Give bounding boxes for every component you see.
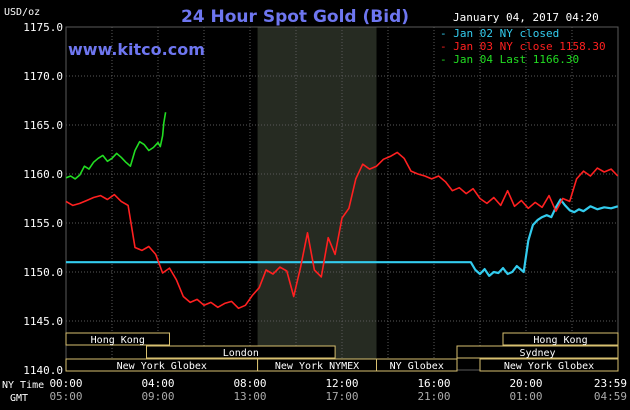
site-watermark: www.kitco.com	[68, 40, 205, 59]
x-axis-gmt-label: GMT	[10, 393, 28, 404]
session-box	[502, 332, 619, 346]
y-axis-tick-labels: 1140.0 1145.0 1150.0 1155.0 1160.0 1165.0 1170…	[23, 21, 63, 377]
legend-entry: - Jan 04 Last 1166.30	[440, 53, 579, 66]
x-tick-label-ny: 20:00	[509, 377, 542, 390]
session-label: Hong Kong	[91, 335, 145, 346]
series-line-1	[66, 198, 619, 277]
y-tick-label: 1160.0	[23, 168, 63, 181]
y-tick-label: 1165.0	[23, 119, 63, 132]
timestamp: January 04, 2017 04:20	[453, 11, 599, 24]
x-tick-label-gmt: 21:00	[417, 390, 450, 403]
session-box	[456, 345, 619, 359]
session-label: London	[223, 348, 259, 359]
x-tick-label-ny: 12:00	[325, 377, 358, 390]
series-lines	[65, 112, 619, 310]
session-label: Hong Kong	[533, 335, 587, 346]
x-tick-label-ny: 04:00	[141, 377, 174, 390]
legend-entry: - Jan 03 NY close 1158.30	[440, 40, 606, 53]
chart-title: 24 Hour Spot Gold (Bid)	[181, 7, 409, 27]
x-tick-label-gmt: 17:00	[325, 390, 358, 403]
x-tick-label-gmt: 04:59	[594, 390, 627, 403]
x-tick-label-gmt: 05:00	[49, 390, 82, 403]
y-tick-label: 1175.0	[23, 21, 63, 34]
session-box	[65, 332, 170, 346]
session-label: New York NYMEX	[275, 361, 359, 372]
legend-entry: - Jan 02 NY closed	[440, 27, 559, 40]
x-tick-label-gmt: 01:00	[509, 390, 542, 403]
session-box	[146, 345, 336, 359]
x-tick-label-gmt: 13:00	[233, 390, 266, 403]
x-tick-label-ny: 00:00	[49, 377, 82, 390]
x-axis-ny-label: NY Time	[2, 380, 44, 391]
y-tick-label: 1150.0	[23, 266, 63, 279]
unit-label: USD/oz	[4, 7, 40, 18]
legend: - Jan 02 NY closed- Jan 03 NY close 1158…	[440, 27, 606, 66]
y-tick-label: 1140.0	[23, 364, 63, 377]
grid-lines	[65, 26, 619, 371]
x-tick-label-ny: 08:00	[233, 377, 266, 390]
session-label: Sydney	[519, 348, 555, 359]
y-tick-label: 1155.0	[23, 217, 63, 230]
series-line-3	[65, 112, 167, 180]
session-label: NY Globex	[390, 361, 444, 372]
x-tick-label-ny: 16:00	[417, 377, 450, 390]
session-label: New York Globex	[504, 361, 594, 372]
session-box	[376, 358, 458, 372]
session-label: New York Globex	[117, 361, 207, 372]
y-tick-label: 1170.0	[23, 70, 63, 83]
session-box	[479, 358, 619, 372]
y-tick-label: 1145.0	[23, 315, 63, 328]
x-tick-label-ny: 23:59	[594, 377, 627, 390]
nymex-shaded-region	[257, 27, 377, 370]
x-tick-label-gmt: 09:00	[141, 390, 174, 403]
market-sessions: Hong Kong Hong Kong London Sydney New York G…	[65, 332, 619, 372]
series-line-2	[65, 151, 619, 310]
